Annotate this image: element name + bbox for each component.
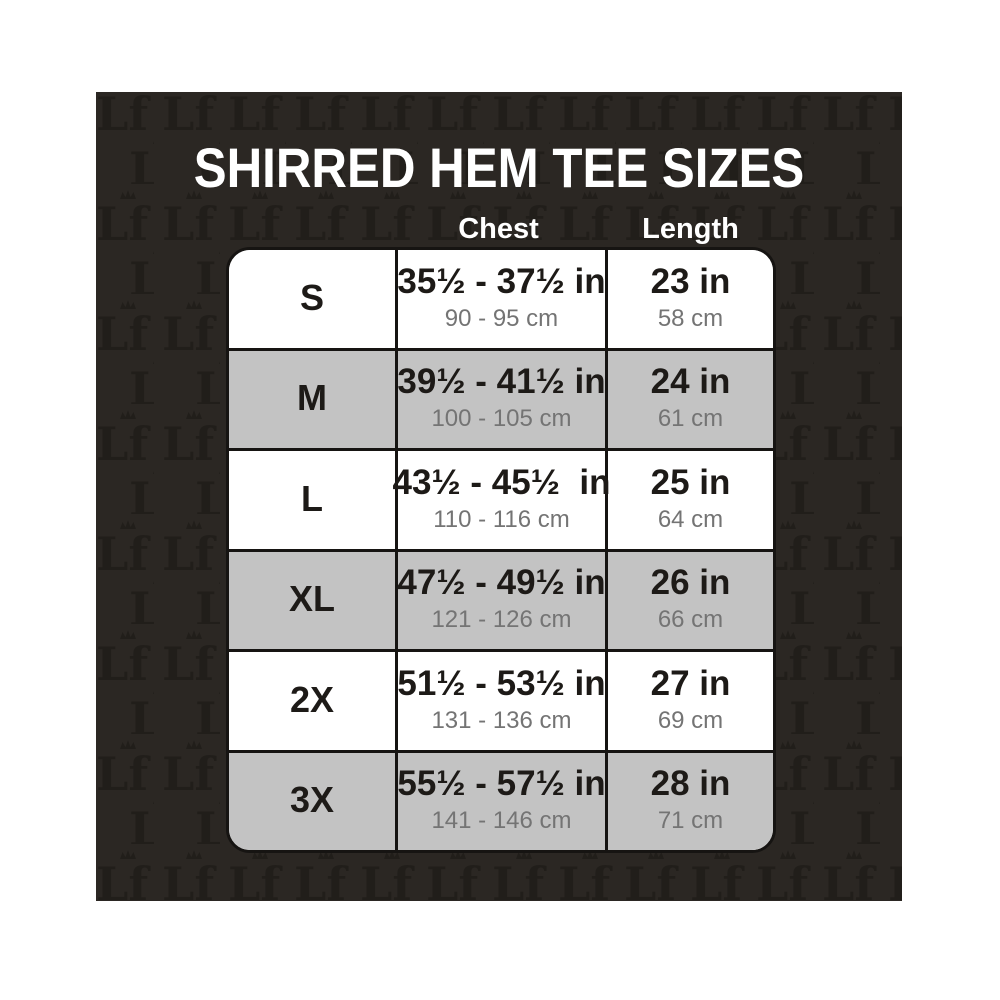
size-label: S [299,276,324,318]
length-cm-value: 66 cm [657,606,724,634]
table-row: M 39½ - 41½ in 100 - 105 cm 24 in 61 cm [229,347,773,449]
length-inches-value: 25 in [650,462,731,502]
length-column-header: Length [642,213,739,245]
chest-cm-value: 131 - 136 cm [431,706,572,734]
brand-pattern-panel: Lf Lf SHIRRED HEM TEE SIZES Chest Length [96,92,902,901]
table-row: 3X 55½ - 57½ in 141 - 146 cm 28 in 71 cm [229,749,773,851]
size-cell: 2X [229,652,395,750]
length-cell: 24 in 61 cm [608,351,773,449]
table-row: S 35½ - 37½ in 90 - 95 cm 23 in 58 cm [229,250,773,348]
length-cm-value: 61 cm [657,405,724,433]
size-cell: S [229,250,395,348]
chest-cm-value: 110 - 116 cm [433,505,570,533]
chest-inches-value: 55½ - 57½ in [397,764,606,804]
chest-inches-value: 47½ - 49½ in [397,563,606,603]
size-table: S 35½ - 37½ in 90 - 95 cm 23 in 58 cm M … [226,247,776,853]
size-label: M [297,377,327,419]
chest-cell: 55½ - 57½ in 141 - 146 cm [395,752,608,850]
length-inches-value: 26 in [650,563,731,603]
length-inches-value: 27 in [650,663,731,703]
size-cell: XL [229,552,395,650]
size-cell: L [229,451,395,549]
chest-cell: 47½ - 49½ in 121 - 126 cm [395,551,608,649]
chest-column-header: Chest [458,213,539,245]
chest-cm-value: 90 - 95 cm [444,304,559,332]
size-label: 2X [289,678,335,720]
length-cm-value: 64 cm [657,505,724,533]
length-cm-value: 58 cm [657,304,724,332]
chest-cm-value: 121 - 126 cm [431,606,572,634]
chest-inches-value: 43½ - 45½ in [392,462,611,502]
column-headers: Chest Length [226,212,776,246]
chest-cell: 39½ - 41½ in 100 - 105 cm [395,350,608,448]
size-label: 3X [289,779,335,821]
chest-cm-value: 141 - 146 cm [431,807,572,835]
table-row: 2X 51½ - 53½ in 131 - 136 cm 27 in 69 cm [229,649,773,750]
chest-inches-value: 35½ - 37½ in [397,261,606,301]
length-cell: 27 in 69 cm [608,652,773,750]
size-label: XL [288,578,335,620]
table-row: L 43½ - 45½ in 110 - 116 cm 25 in 64 cm [229,448,773,549]
length-inches-value: 28 in [650,764,731,804]
length-cell: 28 in 71 cm [608,753,773,851]
chest-cell: 43½ - 45½ in 110 - 116 cm [392,451,611,549]
length-inches-value: 23 in [650,261,731,301]
chest-cm-value: 100 - 105 cm [431,405,572,433]
length-cell: 26 in 66 cm [608,552,773,650]
size-column-spacer [226,212,392,246]
table-row: XL 47½ - 49½ in 121 - 126 cm 26 in 66 cm [229,548,773,650]
length-cell: 23 in 58 cm [608,250,773,348]
page-title: SHIRRED HEM TEE SIZES [193,136,805,199]
length-cm-value: 69 cm [657,706,724,734]
length-inches-value: 24 in [650,362,731,402]
size-cell: 3X [229,753,395,851]
length-cell: 25 in 64 cm [608,451,773,549]
chest-cell: 35½ - 37½ in 90 - 95 cm [395,250,608,348]
chest-cell: 51½ - 53½ in 131 - 136 cm [395,652,608,750]
chest-inches-value: 51½ - 53½ in [397,663,606,703]
size-cell: M [229,351,395,449]
length-cm-value: 71 cm [657,807,724,835]
size-label: L [301,477,323,519]
chest-inches-value: 39½ - 41½ in [397,362,606,402]
